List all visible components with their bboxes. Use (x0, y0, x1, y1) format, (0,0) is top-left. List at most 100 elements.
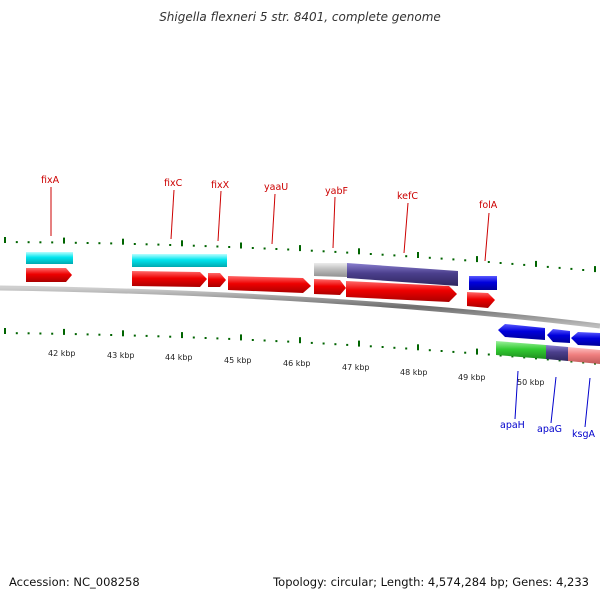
inner-minor-tick (216, 337, 219, 340)
outer-minor-tick (39, 241, 42, 244)
fixC-cyan-feature[interactable] (132, 254, 227, 267)
outer-minor-tick (546, 265, 549, 268)
outer-minor-tick (110, 242, 113, 245)
outer-major-tick (358, 248, 360, 255)
inner-major-tick (240, 334, 242, 341)
inner-minor-tick (546, 358, 549, 361)
apaG-label[interactable]: apaG (537, 424, 562, 435)
kefC-leader (403, 202, 409, 254)
outer-minor-tick (251, 247, 254, 249)
inner-minor-tick (464, 351, 467, 354)
folA-gene[interactable] (467, 292, 495, 308)
fixA-label[interactable]: fixA (41, 175, 60, 186)
reverse-strand-genes (496, 324, 600, 364)
outer-minor-tick (133, 243, 136, 245)
inner-minor-tick (440, 350, 443, 352)
apaH-label[interactable]: apaH (500, 420, 525, 431)
kbp-scale: 42 kbp 43 kbp 44 kbp 45 kbp 46 kbp 47 kb… (48, 349, 545, 387)
kefC-gene[interactable] (346, 281, 457, 302)
inner-minor-tick (393, 346, 396, 349)
outer-major-tick (299, 245, 301, 252)
inner-minor-tick (98, 333, 101, 336)
fixC-label[interactable]: fixC (164, 178, 183, 189)
inner-minor-tick (428, 349, 431, 352)
apaG-gene[interactable] (547, 329, 570, 343)
outer-minor-tick (369, 253, 372, 255)
kbp-label-48: 48 kbp (400, 368, 428, 377)
accession-text: Accession: NC_008258 (9, 575, 140, 589)
outer-minor-tick (511, 262, 514, 265)
outer-tick-row (4, 237, 596, 273)
yabF-gene[interactable] (314, 279, 346, 295)
outer-minor-tick (346, 251, 349, 254)
outer-major-tick (594, 266, 596, 273)
outer-minor-tick (558, 266, 561, 269)
inner-minor-tick (381, 346, 384, 348)
outer-minor-tick (216, 245, 219, 248)
fixC-gene[interactable] (132, 271, 207, 287)
outer-minor-tick (228, 246, 231, 248)
outer-minor-tick (428, 256, 431, 259)
apaG-purple-feature[interactable] (546, 345, 568, 361)
inner-minor-tick (275, 340, 278, 343)
outer-major-tick (417, 252, 419, 258)
inner-major-tick (417, 344, 419, 351)
kbp-label-44: 44 kbp (165, 353, 193, 362)
kefC-label[interactable]: kefC (397, 191, 418, 202)
outer-minor-tick (145, 243, 148, 246)
fixC-leader (170, 189, 175, 240)
fixX-leader (217, 190, 222, 242)
genome-backbone (0, 285, 600, 329)
apaH-leader (514, 370, 519, 420)
outer-minor-tick (334, 250, 337, 253)
inner-minor-tick (499, 354, 502, 357)
outer-minor-tick (204, 245, 207, 248)
apaH-gene[interactable] (498, 324, 545, 340)
apaG-leader (550, 376, 557, 424)
ksgA-pink-feature[interactable] (568, 347, 600, 364)
fixX-gene[interactable] (208, 273, 226, 287)
outer-major-tick (476, 256, 478, 263)
outer-major-tick (4, 237, 6, 243)
inner-minor-tick (263, 339, 266, 342)
inner-tick-row (4, 328, 596, 365)
outer-minor-tick (523, 263, 526, 266)
outer-minor-tick (487, 261, 490, 263)
inner-minor-tick (110, 334, 113, 336)
kefC-purple-feature[interactable] (347, 263, 458, 286)
folA-label[interactable]: folA (479, 200, 498, 211)
inner-minor-tick (405, 347, 408, 350)
outer-minor-tick (98, 242, 101, 245)
inner-major-tick (181, 332, 183, 339)
inner-major-tick (358, 340, 360, 347)
apaH-green-feature[interactable] (496, 341, 546, 359)
folA-leader (484, 212, 490, 262)
inner-minor-tick (511, 355, 514, 358)
ksgA-label[interactable]: ksgA (572, 429, 595, 440)
outer-minor-tick (499, 262, 502, 264)
fixA-cyan-feature[interactable] (26, 252, 73, 264)
outer-minor-tick (86, 242, 89, 244)
inner-minor-tick (15, 332, 18, 335)
outer-minor-tick (440, 257, 443, 260)
ksgA-gene[interactable] (571, 332, 600, 346)
yaaU-label[interactable]: yaaU (264, 182, 288, 193)
yabF-label[interactable]: yabF (325, 186, 348, 197)
kbp-label-50: 50 kbp (517, 378, 545, 387)
outer-minor-tick (169, 244, 172, 246)
fixX-label[interactable]: fixX (211, 180, 230, 191)
inner-minor-tick (322, 342, 325, 345)
cyan-feature-track (26, 252, 227, 267)
inner-major-tick (122, 330, 124, 337)
bottom-gene-labels: apaH apaG ksgA (500, 370, 595, 440)
outer-minor-tick (381, 253, 384, 256)
folA-blue-feature[interactable] (469, 276, 497, 290)
inner-major-tick (299, 337, 301, 344)
fixA-gene[interactable] (26, 268, 72, 282)
inner-minor-tick (169, 335, 172, 338)
kbp-label-42: 42 kbp (48, 349, 76, 358)
yaaU-gene[interactable] (228, 276, 311, 293)
yabF-grey-feature[interactable] (314, 263, 347, 277)
inner-major-tick (4, 328, 6, 334)
